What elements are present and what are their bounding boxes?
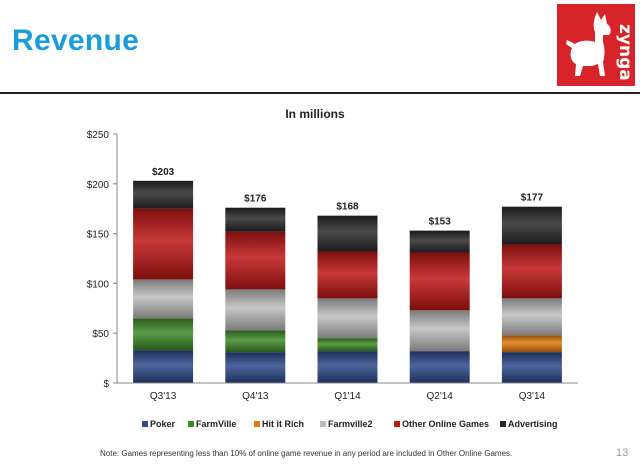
x-tick-label: Q1'14 [334,391,361,402]
bar-segment-advertising [133,180,194,209]
x-axis: Q3'13 Q4'13 Q1'14 Q2'14 Q3'14 [117,382,578,402]
zynga-logo: zynga [557,4,635,86]
x-tick-label: Q4'13 [242,391,269,402]
brand-name: zynga [615,24,635,81]
legend-swatch-farmville2 [320,421,326,427]
y-tick-label: $ [103,379,109,390]
chart-title: In millions [285,107,345,121]
x-tick-label: Q3'13 [150,391,177,402]
bar-segment-farmville [317,338,378,352]
bar-total-label: $153 [429,217,452,228]
bar-segment-poker [501,352,562,383]
bar-segment-other_online_games [409,252,470,311]
slide-title: Revenue [12,24,140,57]
footnote: Note: Games representing less than 10% o… [100,449,513,458]
legend: Poker FarmVille Hit it Rich Farmville2 Other… [142,419,558,429]
legend-label-poker: Poker [150,419,176,429]
legend-swatch-advertising [500,421,506,427]
bar-segment-farmville2 [133,279,194,319]
bar-segment-hit_it_rich [501,335,562,353]
bar-segment-poker [409,351,470,383]
bar-segment-poker [133,350,194,383]
bar-segment-other_online_games [133,208,194,280]
bar-total-label: $176 [244,194,267,205]
legend-label-advertising: Advertising [508,419,558,429]
legend-label-hit_it_rich: Hit it Rich [262,419,304,429]
bar-total-label: $203 [152,167,175,178]
y-axis: $ $50 $100 $150 $200 $250 [87,130,118,390]
legend-label-other_online_games: Other Online Games [402,419,489,429]
bar-total-label: $168 [336,202,359,213]
y-tick-label: $50 [92,329,109,340]
y-tick-label: $100 [87,279,110,290]
page-number: 13 [616,447,629,459]
bar-segment-farmville [225,330,286,353]
bar-segment-advertising [317,215,378,252]
title-divider [0,92,640,94]
y-tick-label: $200 [87,180,110,191]
bar-segment-other_online_games [501,244,562,299]
bar-segment-farmville2 [409,310,470,352]
legend-swatch-farmville [188,421,194,427]
bar-segment-farmville2 [317,298,378,339]
y-tick-label: $150 [87,230,110,241]
bar-segment-farmville2 [225,289,286,331]
bar-segment-advertising [225,207,286,232]
legend-swatch-poker [142,421,148,427]
bar-total-label: $177 [521,193,544,204]
bar-segment-other_online_games [317,251,378,299]
bar-segment-farmville2 [501,298,562,336]
y-tick-label: $250 [87,130,110,141]
revenue-chart: In millions $ $50 $100 $150 $200 $250 $203 $17… [87,107,578,429]
legend-swatch-hit_it_rich [254,421,260,427]
x-tick-label: Q2'14 [427,391,454,402]
x-tick-label: Q3'14 [519,391,546,402]
legend-label-farmville: FarmVille [196,419,236,429]
bar-segment-advertising [501,206,562,245]
bars: $203 $176 $168 $153 $177 [133,167,562,383]
bar-segment-other_online_games [225,231,286,290]
bar-segment-poker [225,352,286,383]
dog-icon [566,12,611,76]
bar-segment-farmville [133,318,194,351]
legend-swatch-other_online_games [394,421,400,427]
bar-segment-advertising [409,230,470,253]
legend-label-farmville2: Farmville2 [328,419,373,429]
bar-segment-poker [317,351,378,383]
